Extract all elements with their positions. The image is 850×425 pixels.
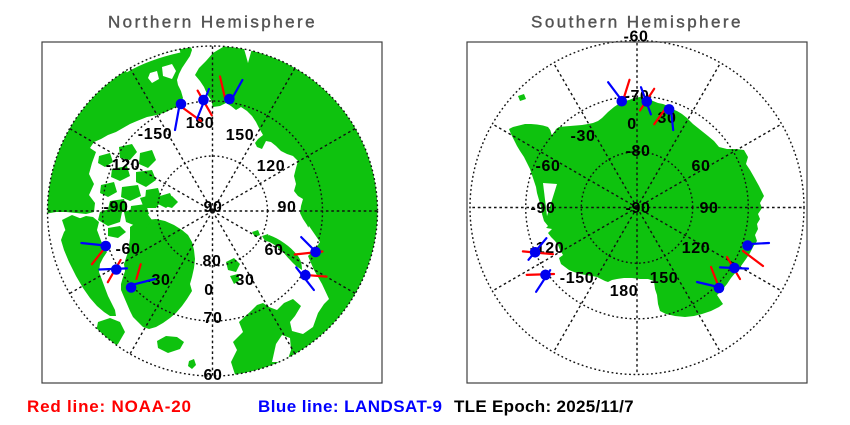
svg-text:150: 150 [226, 127, 255, 144]
svg-text:180: 180 [186, 115, 215, 132]
svg-text:Red line: NOAA-20: Red line: NOAA-20 [27, 397, 192, 416]
svg-text:-90: -90 [531, 200, 556, 217]
svg-text:180: 180 [610, 283, 639, 300]
svg-text:-60: -60 [116, 241, 141, 258]
svg-text:70: 70 [204, 310, 223, 327]
svg-text:-90: -90 [104, 199, 129, 216]
svg-text:120: 120 [682, 240, 711, 257]
svg-text:-30: -30 [146, 272, 171, 289]
svg-text:120: 120 [257, 158, 286, 175]
svg-text:60: 60 [204, 367, 223, 384]
svg-text:90: 90 [700, 200, 719, 217]
svg-text:Blue line: LANDSAT-9: Blue line: LANDSAT-9 [258, 397, 442, 416]
svg-text:-150: -150 [560, 270, 594, 287]
svg-text:-30: -30 [571, 128, 596, 145]
svg-text:90: 90 [204, 199, 223, 216]
svg-text:-150: -150 [138, 126, 172, 143]
svg-text:-90: -90 [626, 200, 651, 217]
svg-text:0: 0 [204, 282, 214, 299]
svg-text:Northern Hemisphere: Northern Hemisphere [108, 13, 317, 32]
svg-text:150: 150 [650, 270, 679, 287]
svg-text:-60: -60 [624, 29, 649, 46]
svg-text:0: 0 [627, 116, 637, 133]
svg-text:90: 90 [278, 199, 297, 216]
svg-text:60: 60 [265, 242, 284, 259]
svg-text:-60: -60 [536, 158, 561, 175]
svg-text:TLE Epoch: 2025/11/7: TLE Epoch: 2025/11/7 [454, 397, 634, 416]
svg-text:-80: -80 [626, 143, 651, 160]
svg-text:60: 60 [692, 158, 711, 175]
svg-text:Southern Hemisphere: Southern Hemisphere [531, 13, 743, 32]
svg-text:30: 30 [236, 272, 255, 289]
svg-text:80: 80 [203, 253, 222, 270]
svg-text:-120: -120 [106, 157, 140, 174]
